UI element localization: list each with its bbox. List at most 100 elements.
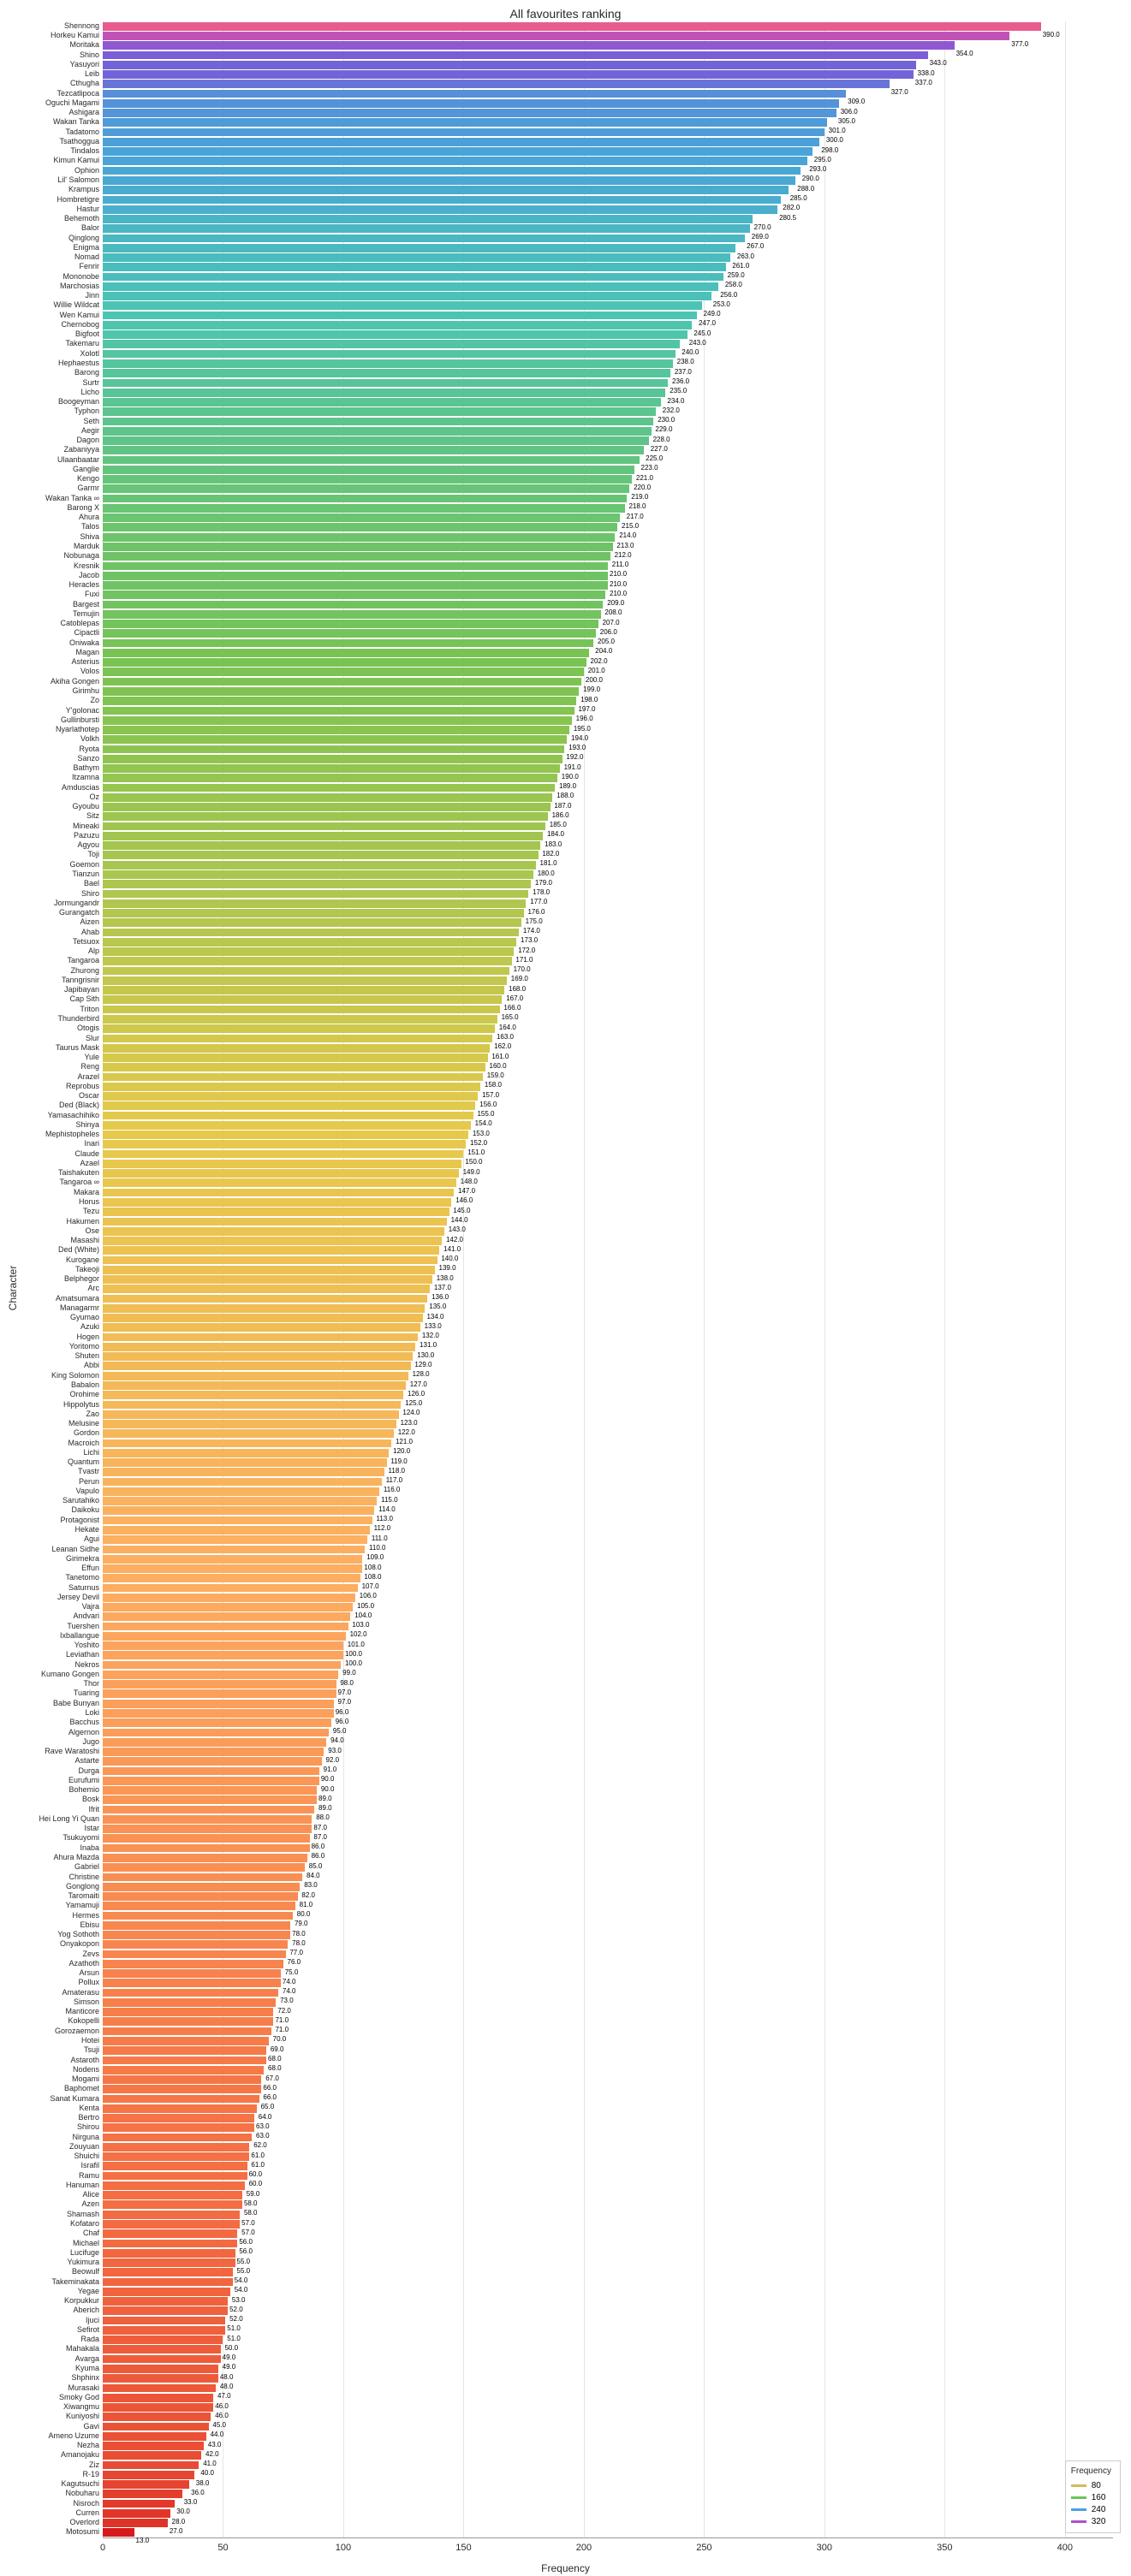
- y-tick-label: Ose: [85, 1227, 103, 1236]
- value-label: 235.0: [668, 387, 687, 395]
- bar-row: Saturnus106.0: [103, 1584, 358, 1593]
- value-label: 56.0: [237, 2247, 253, 2256]
- y-tick-label: Zevs: [82, 1950, 103, 1959]
- bar-row: Andvari103.0: [103, 1612, 350, 1621]
- bar: [103, 2220, 240, 2229]
- legend-label: 320: [1092, 2517, 1106, 2526]
- bar: [103, 735, 567, 744]
- bar: [103, 2480, 189, 2489]
- value-label: 212.0: [613, 551, 632, 560]
- bar: [103, 2085, 261, 2093]
- y-tick-label: Smoky God: [59, 2394, 103, 2402]
- y-tick-label: Toji: [87, 851, 103, 859]
- bar: [103, 1651, 343, 1659]
- y-tick-label: Ijuci: [86, 2317, 103, 2325]
- value-label: 218.0: [627, 502, 646, 511]
- y-tick-label: Hei Long Yi Quan: [39, 1815, 103, 1824]
- bar: [103, 1729, 329, 1737]
- bar-row: Yegae53.0: [103, 2288, 230, 2296]
- bar: [103, 398, 661, 407]
- bar-row: Krampus285.0: [103, 186, 789, 194]
- bar: [103, 1795, 317, 1804]
- bar: [103, 658, 586, 667]
- bar-row: Nobunaga211.0: [103, 552, 610, 561]
- bar: [103, 2355, 221, 2364]
- bar: [103, 312, 697, 320]
- bar: [103, 2288, 230, 2296]
- bar-row: Amatsumara135.0: [103, 1295, 427, 1303]
- y-tick-label: Nobunaga: [63, 552, 103, 561]
- y-tick-label: Ashigara: [68, 109, 103, 117]
- x-tick-label: 0: [100, 2543, 105, 2553]
- bar-row: Korpukkur52.0: [103, 2297, 228, 2306]
- bar: [103, 1815, 312, 1824]
- bar-row: Yoritomo130.0: [103, 1343, 415, 1351]
- bar-row: Nomad261.0: [103, 253, 730, 262]
- bar: [103, 1054, 488, 1062]
- value-label: 80.0: [295, 1910, 311, 1919]
- y-tick-label: Kengo: [77, 475, 103, 484]
- y-tick-label: Ameno Uzume: [48, 2432, 103, 2441]
- value-label: 133.0: [423, 1322, 442, 1331]
- y-tick-label: Gurangatch: [59, 909, 103, 917]
- y-tick-label: Nirguna: [72, 2134, 103, 2142]
- value-label: 301.0: [827, 127, 846, 135]
- bar-row: Talos214.0: [103, 523, 617, 531]
- value-label: 167.0: [504, 994, 523, 1003]
- bar: [103, 109, 836, 117]
- bar: [103, 2365, 218, 2373]
- bar-row: Moritaka354.0: [103, 41, 955, 50]
- y-tick-label: Shennong: [64, 22, 103, 31]
- value-label: 293.0: [807, 165, 826, 174]
- value-label: 210.0: [608, 590, 627, 598]
- bar: [103, 1718, 331, 1727]
- value-label: 213.0: [615, 542, 634, 550]
- y-tick-label: Cthugha: [70, 80, 103, 88]
- bar-row: Seth229.0: [103, 418, 653, 426]
- y-tick-label: Lichi: [83, 1449, 103, 1457]
- bar: [103, 244, 735, 252]
- bar: [103, 822, 545, 831]
- bar: [103, 1035, 492, 1043]
- bar: [103, 1083, 480, 1091]
- value-label: 270.0: [753, 223, 771, 232]
- bar-row: Yoshito100.0: [103, 1641, 343, 1650]
- y-tick-label: Shamash: [67, 2211, 103, 2219]
- bar: [103, 253, 730, 262]
- bar: [103, 2172, 247, 2181]
- y-tick-label: Hermes: [72, 1912, 103, 1920]
- value-label: 57.0: [240, 2229, 255, 2237]
- value-label: 70.0: [271, 2035, 287, 2044]
- y-tick-label: Tezcatlipoca: [57, 90, 103, 98]
- value-label: 176.0: [526, 908, 545, 917]
- bar-row: Daikoku113.0: [103, 1506, 374, 1515]
- value-label: 195.0: [572, 725, 591, 733]
- y-tick-label: Jugo: [82, 1738, 103, 1747]
- y-tick-label: Barong: [74, 369, 103, 377]
- bar: [103, 1140, 466, 1149]
- bar: [103, 2211, 240, 2219]
- y-tick-label: Daikoku: [71, 1506, 103, 1515]
- bar-row: Amaterasu73.0: [103, 1989, 278, 1997]
- value-label: 174.0: [521, 927, 540, 935]
- bar-row: Zevs76.0: [103, 1950, 286, 1959]
- value-label: 186.0: [551, 811, 569, 820]
- bar: [103, 620, 598, 628]
- y-tick-label: Lil' Salomon: [57, 176, 103, 185]
- bar-row: Shamash57.0: [103, 2211, 240, 2219]
- value-label: 137.0: [432, 1284, 451, 1292]
- bar-row: Gyoubu186.0: [103, 803, 551, 811]
- bar-row: Nobuharu33.0: [103, 2490, 182, 2498]
- value-label: 228.0: [652, 436, 670, 444]
- bar: [103, 1863, 305, 1872]
- bar: [103, 1150, 463, 1159]
- y-tick-label: Heracles: [68, 581, 103, 590]
- bar: [103, 407, 656, 416]
- y-tick-label: Mogami: [72, 2075, 103, 2084]
- value-label: 126.0: [406, 1390, 425, 1398]
- bar: [103, 147, 813, 156]
- bar-row: Hippolytus124.0: [103, 1401, 401, 1410]
- bar: [103, 1198, 451, 1207]
- bar: [103, 379, 668, 388]
- bar-row: Rada50.0: [103, 2336, 223, 2344]
